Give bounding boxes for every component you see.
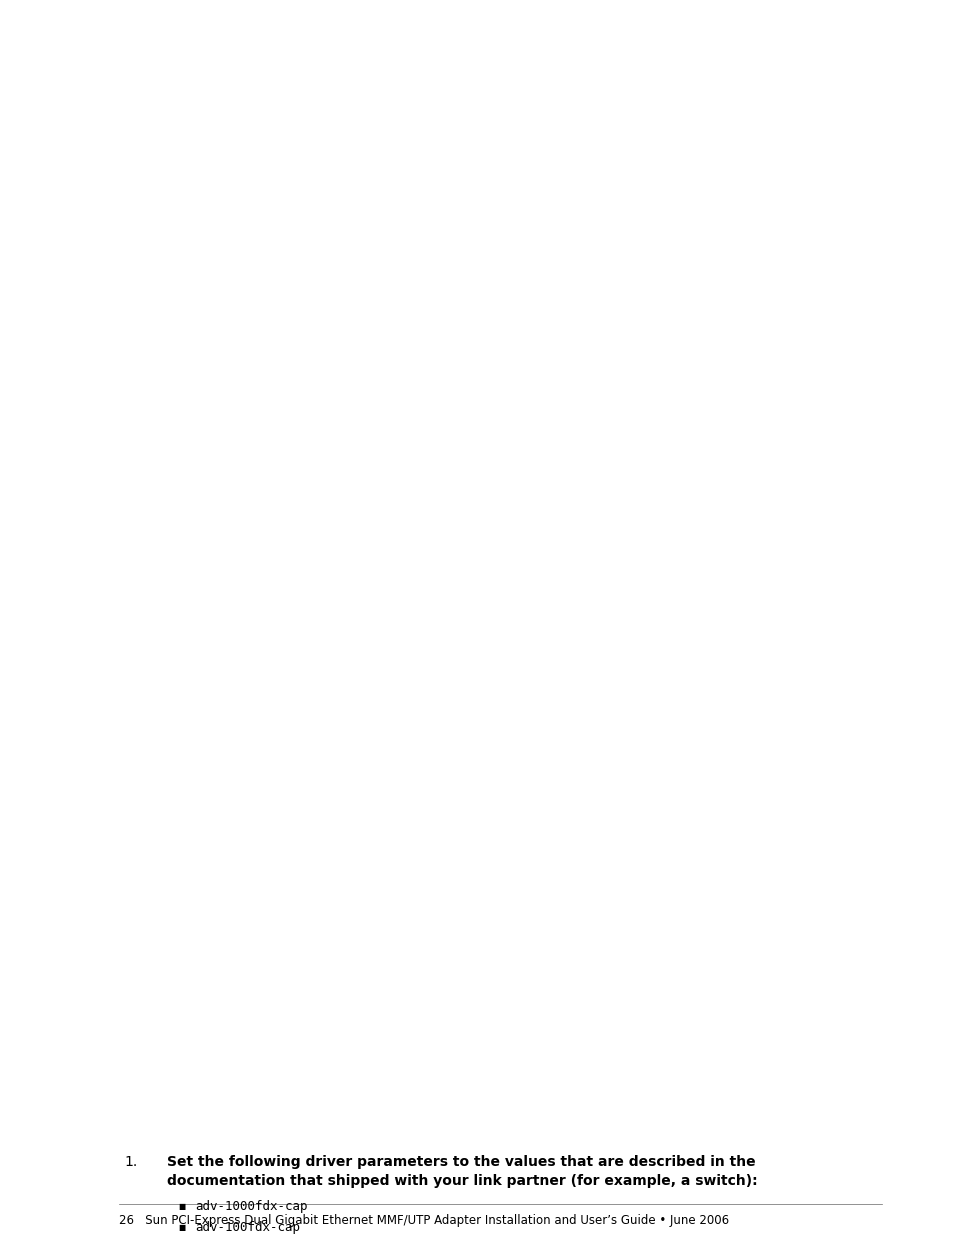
Text: adv-1000fdx-cap: adv-1000fdx-cap bbox=[195, 1199, 308, 1213]
Text: Set the following driver parameters to the values that are described in the: Set the following driver parameters to t… bbox=[167, 1155, 755, 1168]
Text: 26   Sun PCI-Express Dual Gigabit Ethernet MMF/UTP Adapter Installation and User: 26 Sun PCI-Express Dual Gigabit Ethernet… bbox=[119, 1214, 729, 1228]
Text: ■: ■ bbox=[178, 1224, 186, 1233]
Text: documentation that shipped with your link partner (for example, a switch):: documentation that shipped with your lin… bbox=[167, 1173, 757, 1188]
Text: adv-100fdx-cap: adv-100fdx-cap bbox=[195, 1221, 300, 1234]
Text: 1.: 1. bbox=[124, 1155, 137, 1168]
Text: ■: ■ bbox=[178, 1202, 186, 1212]
